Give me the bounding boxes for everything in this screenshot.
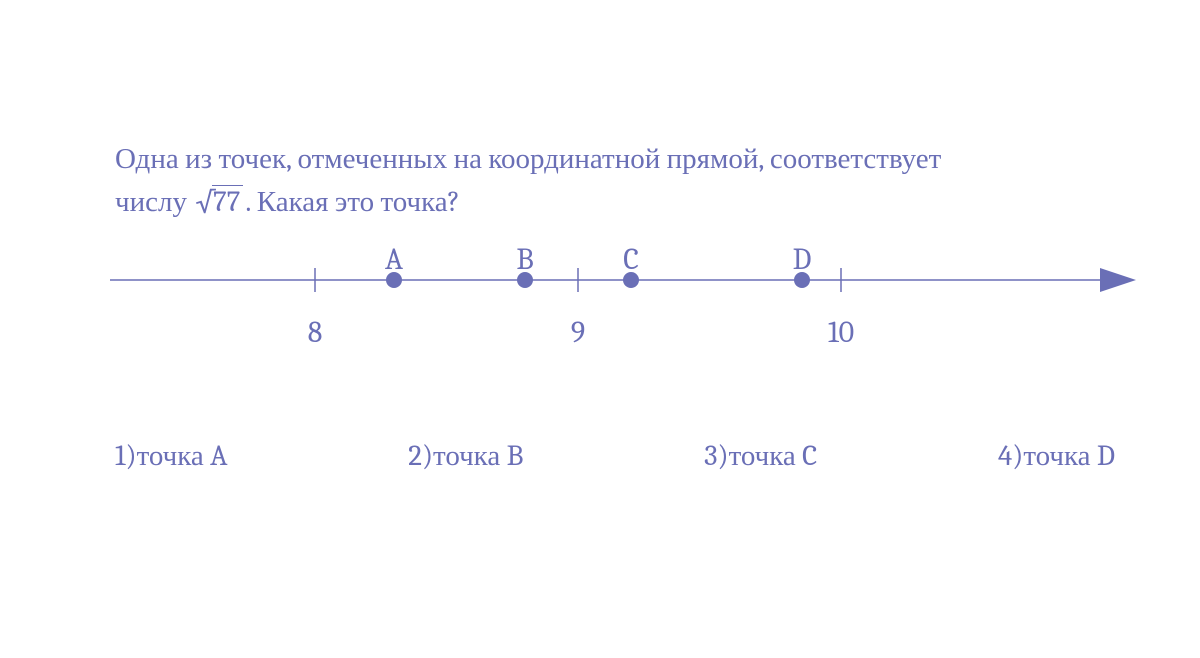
- question-line-1: Одна из точек, отмеченных на координатно…: [115, 140, 1115, 181]
- answer-options: 1)точка A 2)точка B 3)точка C 4)точка D: [115, 440, 1115, 473]
- point-label-c: C: [623, 242, 639, 277]
- math-problem-page: Одна из точек, отмеченных на координатно…: [0, 0, 1200, 658]
- tick-label-8: 8: [308, 315, 323, 350]
- answer-option-3[interactable]: 3)точка C: [704, 440, 817, 473]
- radical-sign-icon: √: [195, 185, 215, 220]
- question-line-2-prefix: числу: [115, 186, 193, 219]
- square-root: √77: [195, 181, 243, 224]
- answer-option-2[interactable]: 2)точка B: [408, 440, 523, 473]
- tick-label-10: 10: [828, 315, 854, 350]
- point-label-d: D: [793, 242, 812, 277]
- number-line-svg: [100, 250, 1140, 310]
- question-text: Одна из точек, отмеченных на координатно…: [115, 140, 1115, 223]
- question-line-2-suffix: . Какая это точка?: [245, 186, 460, 219]
- point-label-b: B: [516, 242, 533, 277]
- answer-option-4[interactable]: 4)точка D: [998, 440, 1115, 473]
- number-line: ABCD8910: [100, 250, 1140, 420]
- question-line-2: числу √77. Какая это точка?: [115, 181, 1115, 224]
- answer-option-1[interactable]: 1)точка A: [115, 440, 227, 473]
- point-label-a: A: [385, 242, 403, 277]
- radicand: 77: [212, 185, 243, 219]
- tick-label-9: 9: [571, 315, 585, 350]
